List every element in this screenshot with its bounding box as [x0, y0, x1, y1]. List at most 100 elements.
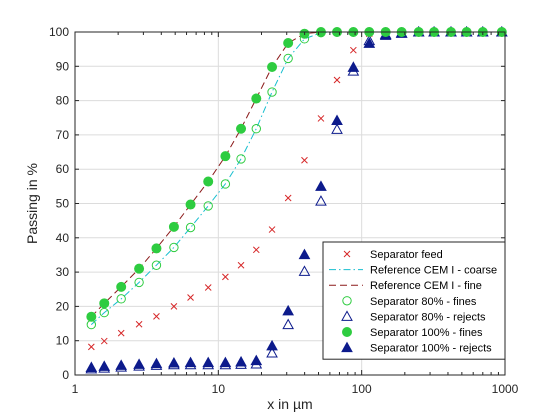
legend-label: Reference CEM I - fine	[370, 280, 482, 292]
data-point	[266, 339, 278, 351]
data-point	[134, 277, 144, 288]
data-point	[282, 318, 295, 330]
data-point	[220, 151, 231, 162]
legend-swatch	[342, 327, 352, 337]
legend-item-separator-80-rejects: Separator 80% - rejects	[341, 310, 486, 323]
legend-label: Separator 100% - rejects	[370, 343, 492, 355]
data-point	[100, 337, 108, 345]
y-tick-label: 80	[56, 94, 70, 108]
data-point	[222, 273, 229, 281]
data-point	[151, 243, 162, 254]
y-tick-label: 100	[49, 25, 69, 39]
y-tick-label: 0	[62, 368, 69, 382]
legend-item-separator-100-fines: Separator 100% - fines	[342, 327, 483, 339]
data-point	[85, 361, 98, 372]
data-point	[237, 261, 245, 269]
data-point	[203, 176, 214, 187]
data-point	[115, 359, 128, 370]
data-point	[170, 303, 178, 310]
data-point	[331, 123, 343, 134]
data-point	[283, 53, 293, 64]
data-point	[98, 360, 111, 371]
data-point	[204, 284, 212, 291]
data-point	[150, 357, 163, 369]
data-point	[284, 194, 292, 202]
data-point	[301, 156, 308, 164]
x-tick-label: 1000	[492, 382, 519, 396]
data-point	[202, 356, 215, 368]
y-tick-label: 30	[56, 265, 70, 279]
data-point	[251, 124, 261, 134]
data-point	[250, 354, 263, 366]
data-point	[185, 199, 196, 210]
data-point	[99, 307, 109, 318]
legend-label: Separator 80% - fines	[370, 296, 477, 308]
legend-label: Separator feed	[370, 249, 443, 261]
data-point	[267, 87, 277, 97]
x-tick-label: 1	[72, 382, 79, 396]
legend-item-separator-80-fines: Separator 80% - fines	[342, 296, 477, 308]
data-point	[267, 61, 278, 72]
data-point	[268, 226, 276, 233]
data-point	[219, 356, 232, 368]
data-point	[117, 329, 125, 337]
data-point	[298, 248, 311, 260]
data-point	[134, 263, 145, 274]
data-point	[187, 294, 194, 301]
data-point	[203, 201, 213, 211]
legend-swatch	[341, 341, 353, 353]
y-axis-label: Passing in %	[24, 163, 40, 244]
data-point	[317, 115, 325, 122]
data-point	[363, 37, 376, 48]
legend-swatch	[343, 250, 351, 258]
data-point	[153, 312, 160, 320]
data-point	[236, 123, 247, 134]
legend-box	[322, 241, 506, 360]
legend-label: Reference CEM I - coarse	[370, 265, 497, 277]
data-point	[347, 61, 360, 72]
data-point	[236, 154, 246, 164]
data-point	[282, 304, 295, 316]
data-point	[116, 281, 127, 292]
legend-label: Separator 80% - rejects	[370, 311, 486, 323]
data-point	[86, 311, 97, 322]
y-tick-label: 40	[56, 231, 70, 245]
x-tick-label: 10	[212, 382, 226, 396]
series-layer	[85, 25, 508, 374]
data-point	[99, 298, 110, 309]
data-point	[252, 246, 260, 254]
x-axis-label: x in µm	[267, 396, 312, 412]
data-point	[184, 356, 197, 368]
data-point	[315, 195, 327, 206]
data-point	[283, 37, 294, 48]
y-tick-label: 90	[56, 59, 70, 73]
data-point	[333, 76, 341, 84]
data-point	[331, 114, 343, 125]
data-point	[116, 294, 126, 304]
data-point	[350, 46, 357, 54]
legend-item-separator-100-rejects: Separator 100% - rejects	[341, 341, 492, 355]
data-point	[251, 93, 262, 104]
y-tick-label: 20	[56, 299, 70, 313]
data-point	[168, 221, 179, 232]
x-tick-label: 100	[352, 382, 372, 396]
data-point	[298, 265, 311, 276]
data-point	[135, 320, 143, 328]
legend-label: Separator 100% - fines	[370, 327, 483, 339]
data-point	[151, 260, 162, 270]
y-tick-label: 70	[56, 128, 70, 142]
legend-item-separator-feed: Separator feed	[343, 249, 443, 261]
y-tick-label: 50	[56, 197, 70, 211]
y-tick-label: 10	[56, 334, 70, 348]
legend-swatch	[341, 310, 353, 321]
legend-item-reference-cem-i-coarse: Reference CEM I - coarse	[329, 265, 497, 277]
y-tick-label: 60	[56, 162, 70, 176]
legend-swatch	[342, 296, 352, 306]
data-point	[169, 242, 179, 253]
data-point	[185, 222, 196, 233]
data-point	[235, 355, 247, 367]
data-point	[87, 343, 95, 351]
data-point	[133, 358, 145, 369]
